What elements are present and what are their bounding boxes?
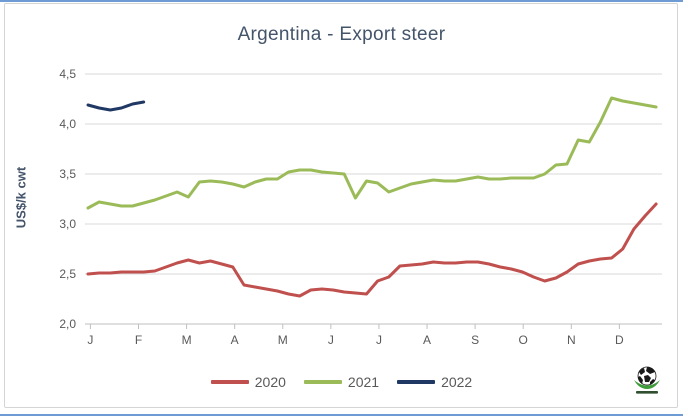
chart-title: Argentina - Export steer: [237, 24, 446, 45]
globe-patch: [644, 375, 651, 382]
x-tick-label: A: [423, 333, 432, 347]
legend-item-2020: 2020: [210, 374, 286, 390]
globe-logo: [634, 366, 660, 394]
y-tick-label: 4,0: [59, 117, 76, 131]
y-tick-label: 2,0: [59, 317, 76, 331]
globe-patch: [650, 379, 655, 385]
y-tick-label: 4,5: [59, 67, 76, 81]
logo-text-strip: [636, 391, 658, 394]
legend: 2020 2021 2022: [0, 372, 683, 392]
x-tick-label: J: [375, 333, 382, 347]
y-tick-label: 3,0: [59, 217, 76, 231]
chart-frame: [4, 3, 678, 408]
x-tick-label: J: [327, 333, 334, 347]
legend-label-2021: 2021: [347, 374, 380, 390]
globe-patch: [638, 376, 643, 384]
x-tick-label: S: [471, 333, 480, 347]
legend-item-2022: 2022: [397, 374, 472, 390]
window-bottom-border: [0, 414, 683, 416]
globe-patch: [639, 368, 645, 375]
x-tick-label: D: [615, 333, 624, 347]
y-tick-label: 3,5: [59, 167, 76, 181]
y-axis-title: US$/k cwt: [13, 166, 29, 229]
legend-label-2020: 2020: [254, 374, 286, 390]
globe-patch: [646, 367, 655, 374]
x-tick-label: A: [230, 333, 239, 347]
x-tick-label: N: [566, 333, 576, 347]
legend-item-2021: 2021: [303, 374, 380, 390]
legend-label-2022: 2022: [441, 374, 473, 390]
x-tick-label: M: [277, 333, 288, 347]
logo-swoosh: [634, 380, 660, 389]
legend-swatch-2022: [397, 380, 436, 384]
x-tick-label: F: [134, 333, 143, 347]
legend-swatch-2020: [210, 380, 249, 384]
x-tick-label: J: [87, 333, 94, 347]
y-tick-label: 2,5: [59, 267, 76, 281]
window-top-border: [0, 0, 683, 2]
legend-swatch-2021: [303, 380, 342, 384]
x-tick-label: M: [181, 333, 192, 347]
x-tick-label: O: [518, 333, 528, 347]
